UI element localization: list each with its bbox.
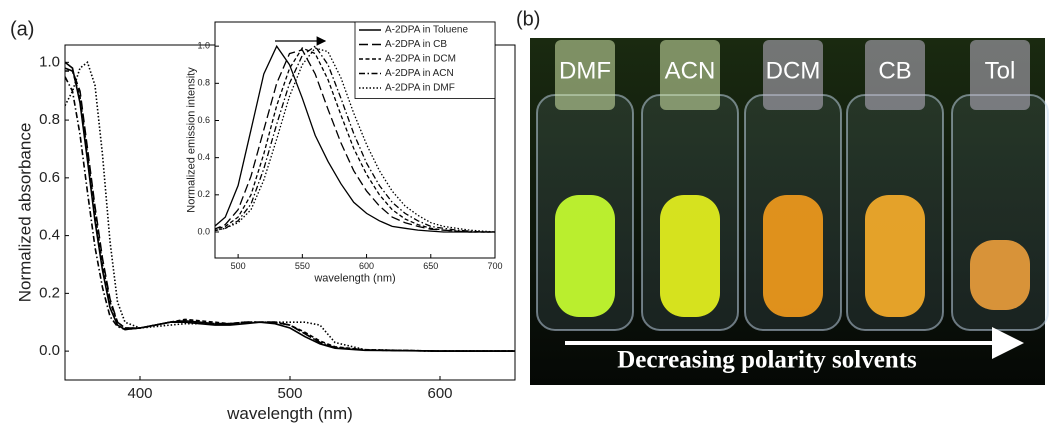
x-tick-label: 600: [427, 385, 452, 402]
vial-cap: [970, 40, 1030, 110]
liquid: [970, 240, 1030, 310]
y-tick-label: 0.6: [197, 115, 210, 125]
legend-label: A-2DPA in ACN: [385, 68, 454, 79]
vial-label: CB: [878, 57, 911, 84]
data-line: [65, 60, 515, 352]
vial-cap: [865, 40, 925, 110]
y-tick-label: 1.0: [39, 53, 60, 70]
vial-label: Tol: [985, 57, 1016, 84]
x-axis-label: wavelength (nm): [226, 404, 353, 423]
data-line: [215, 44, 495, 233]
y-tick-label: 0.4: [197, 152, 210, 162]
vial-label: DCM: [766, 57, 821, 84]
legend-label: A-2DPA in DMF: [385, 83, 455, 94]
data-line: [215, 47, 495, 233]
y-tick-label: 0.8: [39, 111, 60, 128]
x-axis-label: wavelength (nm): [313, 273, 395, 285]
x-tick-label: 550: [295, 261, 310, 271]
x-tick-label: 650: [423, 261, 438, 271]
data-line: [215, 47, 495, 233]
x-tick-label: 600: [359, 261, 374, 271]
liquid: [763, 195, 823, 317]
legend-label: A-2DPA in Toluene: [385, 25, 468, 36]
vial-cap: [555, 40, 615, 110]
vial-label: ACN: [665, 57, 716, 84]
liquid: [865, 195, 925, 317]
data-line: [65, 70, 515, 352]
y-tick-label: 0.4: [39, 227, 60, 244]
x-tick-label: 500: [231, 261, 246, 271]
liquid: [555, 195, 615, 317]
x-tick-label: 400: [127, 385, 152, 402]
legend-box: [354, 21, 496, 99]
y-axis-label: Normalized absorbance: [15, 123, 34, 303]
panel-label: (b): [516, 8, 540, 30]
x-tick-label: 700: [487, 261, 502, 271]
x-tick-label: 500: [277, 385, 302, 402]
y-tick-label: 0.0: [197, 226, 210, 236]
y-tick-label: 0.8: [197, 78, 210, 88]
y-tick-label: 0.6: [39, 169, 60, 186]
vial-cap: [660, 40, 720, 110]
liquid: [660, 195, 720, 317]
y-tick-label: 0.2: [39, 284, 60, 301]
photo-caption: Decreasing polarity solvents: [617, 347, 917, 374]
data-line: [215, 45, 495, 233]
data-line: [65, 76, 515, 352]
y-tick-label: 1.0: [197, 41, 210, 51]
data-line: [215, 49, 495, 233]
legend-label: A-2DPA in DCM: [385, 54, 456, 65]
panel-label: (a): [10, 18, 34, 40]
y-tick-label: 0.2: [197, 189, 210, 199]
y-tick-label: 0.0: [39, 342, 60, 359]
y-axis-label: Normalized emission intensity: [186, 67, 198, 213]
vial-label: DMF: [559, 57, 611, 84]
legend-label: A-2DPA in CB: [385, 39, 447, 50]
vial-cap: [763, 40, 823, 110]
